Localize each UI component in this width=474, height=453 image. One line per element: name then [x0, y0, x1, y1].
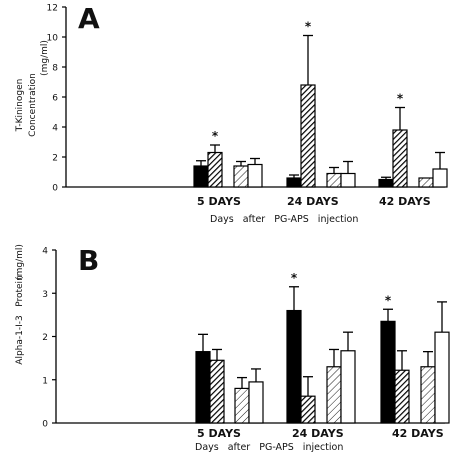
- panel-b-y-tick-label: 0: [42, 420, 48, 430]
- panel-b-y-tick-label: 2: [42, 333, 48, 343]
- panel-a-y-tick-label: 0: [52, 184, 58, 194]
- panel-b-bar: [286, 309, 302, 424]
- panel-a-y-tick-label: 10: [47, 34, 59, 44]
- panel-b-ylabel-line2: Protein: [15, 275, 25, 307]
- panel-a-bar: [432, 168, 448, 188]
- panel-a-y-tick-label: 6: [52, 94, 58, 104]
- panel-b-bar: [434, 331, 450, 424]
- panel-b-label: B: [78, 244, 99, 277]
- panel-a-significance-mark: *: [305, 20, 312, 34]
- panel-b-y-tick-label: 3: [42, 290, 48, 300]
- panel-a-bar: [340, 172, 356, 188]
- panel-a-significance-mark: *: [212, 129, 219, 143]
- panel-b-bar: [195, 351, 211, 424]
- panel-a-significance-mark: *: [397, 92, 404, 106]
- panel-a-ylabel-line3: (mg/ml): [40, 40, 50, 76]
- panel-a-bar: [418, 177, 434, 188]
- panel-a-bars: * * *: [193, 20, 448, 188]
- panel-a-y-ticks: 0 2 4 6 8 10 12: [47, 4, 66, 194]
- panel-a-category-3: 42 DAYS: [379, 195, 431, 208]
- panel-a-bar: [326, 172, 342, 188]
- panel-b-bar: [394, 369, 410, 424]
- panel-b-bar: [340, 350, 356, 424]
- panel-b-significance-mark: *: [291, 271, 298, 285]
- panel-a-bar: [286, 177, 302, 188]
- panel-b-significance-mark: *: [385, 293, 392, 307]
- panel-a-y-tick-label: 8: [52, 64, 58, 74]
- panel-a-y-tick-label: 12: [47, 4, 58, 14]
- panel-a-xlabel: Days after PG-APS injection: [210, 214, 358, 225]
- panel-a-ylabel-line1: T-Kininogen: [15, 79, 25, 133]
- panel-b-ylabel-line1: Alpha-1-I-3: [15, 315, 25, 364]
- panel-b-y-tick-label: 4: [42, 247, 48, 257]
- panel-b-category-2: 24 DAYS: [292, 427, 344, 440]
- panel-a-ylabel-line2: Concentration: [28, 73, 38, 137]
- panel-b-y-tick-label: 1: [42, 376, 48, 386]
- panel-b-category-3: 42 DAYS: [392, 427, 444, 440]
- panel-b-category-1: 5 DAYS: [197, 427, 241, 440]
- panel-a-y-tick-label: 2: [52, 154, 58, 164]
- panel-a-bar: [300, 84, 316, 188]
- panel-b-bars: **: [195, 271, 450, 424]
- panel-a-label: A: [78, 2, 100, 35]
- panel-a-bar: [392, 129, 408, 188]
- panel-b-bar: [420, 366, 436, 424]
- panel-a-bar: [247, 163, 263, 188]
- panel-b-bar: [209, 359, 225, 424]
- panel-b-bar: [380, 320, 396, 424]
- panel-b-xlabel: Days after PG-APS injection: [195, 442, 343, 453]
- panel-b-bar: [300, 395, 316, 424]
- panel-a-bar: [378, 178, 394, 188]
- panel-a: A T-Kininogen Concentration (mg/ml) 0 2 4 6…: [15, 2, 448, 225]
- panel-b-bar: [248, 381, 264, 424]
- panel-a-bar: [233, 165, 249, 188]
- panel-b-bar: [326, 366, 342, 424]
- panel-a-category-2: 24 DAYS: [287, 195, 339, 208]
- panel-a-bar: [207, 151, 223, 188]
- panel-b-bar: [234, 387, 250, 424]
- panel-a-y-tick-label: 4: [52, 124, 58, 134]
- panel-b-ylabel-line3: (mg/ml): [15, 244, 25, 280]
- panel-a-category-1: 5 DAYS: [197, 195, 241, 208]
- panel-a-bar: [193, 165, 209, 188]
- panel-b-y-ticks: 0 1 2 3 4: [42, 247, 56, 430]
